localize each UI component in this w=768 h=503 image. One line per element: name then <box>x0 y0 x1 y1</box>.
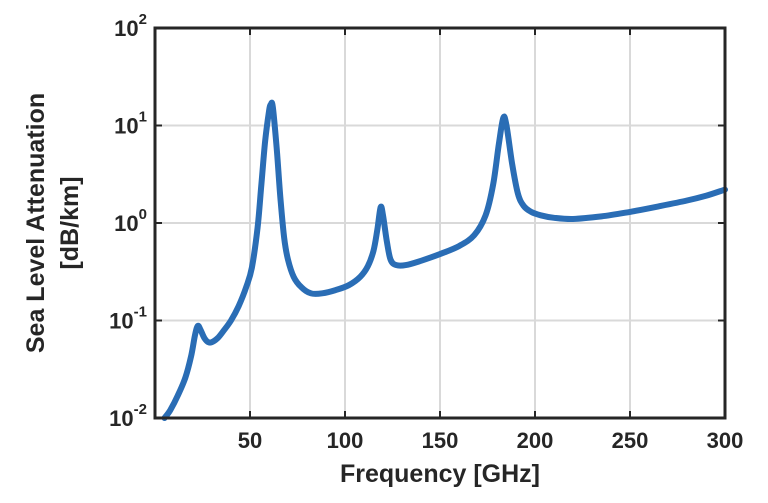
y-tick-label: 10-1 <box>109 304 147 334</box>
y-tick-label: 100 <box>114 206 147 236</box>
x-axis: 50 100 150 200 250 300 <box>238 28 744 453</box>
grid-lines <box>155 28 725 418</box>
y-axis-label-line-2: [dB/km] <box>56 176 84 269</box>
x-tick-label: 300 <box>707 428 744 453</box>
y-tick-label: 10-2 <box>109 401 147 431</box>
x-tick-label: 50 <box>238 428 262 453</box>
x-tick-label: 250 <box>612 428 649 453</box>
y-tick-label: 101 <box>114 109 147 139</box>
y-axis: 10-2 10-1 100 101 102 <box>109 11 725 431</box>
y-axis-label-line-1: Sea Level Attenuation <box>22 93 50 353</box>
x-axis-label: Frequency [GHz] <box>340 460 540 488</box>
y-tick-label: 102 <box>114 11 147 41</box>
x-tick-label: 100 <box>327 428 364 453</box>
x-tick-label: 150 <box>422 428 459 453</box>
series-line <box>161 99 728 421</box>
x-tick-label: 200 <box>517 428 554 453</box>
